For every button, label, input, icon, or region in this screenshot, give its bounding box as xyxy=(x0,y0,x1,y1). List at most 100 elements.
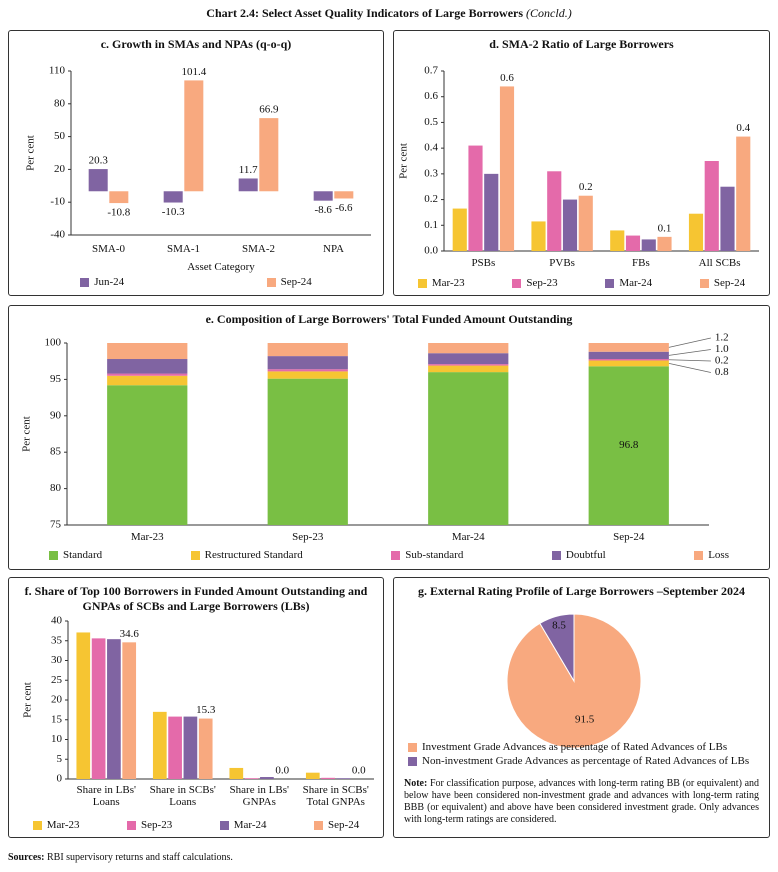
bar-segment xyxy=(428,343,509,354)
data-label: -8.6 xyxy=(314,204,332,216)
bar xyxy=(107,639,121,779)
chart: 0.0 0.1 0.2 0.3 0.4 0.5 0.6 0.7 Per cent 0.6 0.2 0.… xyxy=(398,65,759,257)
y-axis-label: Per cent xyxy=(25,135,37,171)
y-tick-label: 75 xyxy=(50,519,62,531)
y-tick-label: 0.4 xyxy=(424,142,438,154)
data-label: 101.4 xyxy=(181,66,206,78)
sources-label: Sources: xyxy=(8,852,45,863)
chart: -40 -10 20 50 80 110 Per cent 20.3 -10.3 11.7 -8.6… xyxy=(25,65,371,241)
legend-item: Sep-23 xyxy=(127,818,172,832)
legend-swatch xyxy=(694,550,704,560)
panel: g. External Rating Profile of Large Borr… xyxy=(393,577,770,838)
y-tick-label: 15 xyxy=(51,713,63,725)
bar xyxy=(736,136,751,251)
legend-swatch xyxy=(512,278,522,288)
y-tick-label: 5 xyxy=(57,753,63,765)
bar-segment xyxy=(428,364,509,366)
legend-item: Sep-24 xyxy=(699,276,745,290)
leader-line xyxy=(668,337,711,348)
bar xyxy=(578,195,593,251)
legend-swatch xyxy=(219,820,229,830)
legend-item: Mar-24 xyxy=(219,818,267,832)
legend-item: Loss xyxy=(694,548,729,562)
data-label: 0.0 xyxy=(275,765,289,777)
y-tick-label: 20 xyxy=(51,694,63,706)
bar xyxy=(238,178,258,192)
bar-segment xyxy=(588,351,669,360)
bar xyxy=(198,718,213,779)
data-label: 91.5 xyxy=(575,713,595,725)
x-tick-label: Share in LBs' GNPAs xyxy=(229,784,289,808)
x-tick-label: Share in LBs' Loans xyxy=(76,784,136,808)
data-label: 66.9 xyxy=(259,104,279,116)
data-label: 0.4 xyxy=(736,122,750,134)
legend-swatch xyxy=(314,820,324,830)
legend-label: Mar-23 xyxy=(431,277,465,289)
note-text: For classification purpose, advances wit… xyxy=(404,778,760,825)
bar-segment xyxy=(428,372,509,525)
data-label: 20.3 xyxy=(89,155,109,167)
bar xyxy=(484,173,499,251)
x-tick-label: FBs xyxy=(632,257,650,269)
y-tick-label: 0.2 xyxy=(424,193,438,205)
x-tick-label: Share in SCBs' Loans xyxy=(149,784,216,808)
legend-item: Standard xyxy=(49,548,102,562)
bar xyxy=(244,778,259,779)
x-tick-label: SMA-0 xyxy=(91,243,125,255)
bar-segment xyxy=(107,343,188,360)
bar-segment xyxy=(588,366,669,525)
y-tick-label: 0.0 xyxy=(424,245,438,257)
bar-segment xyxy=(107,385,188,525)
legend-item: Sep-23 xyxy=(512,276,558,290)
title-text: Chart 2.4: Select Asset Quality Indicato… xyxy=(206,6,524,20)
legend-swatch xyxy=(49,550,58,560)
y-tick-label: 0 xyxy=(57,773,63,785)
legend-label: Sub-standard xyxy=(405,549,464,561)
y-tick-label: 10 xyxy=(51,733,63,745)
legend-item: Mar-24 xyxy=(605,276,652,290)
bar xyxy=(547,171,562,251)
y-tick-label: 80 xyxy=(54,97,66,109)
y-tick-label: 85 xyxy=(50,446,62,458)
chart: 75 80 85 90 95 100 Per cent 96.8 0.80.21.01.2 xyxy=(21,332,730,531)
x-axis-label: Asset Category xyxy=(187,261,255,273)
y-tick-label: 0.6 xyxy=(424,90,438,102)
bar-segment xyxy=(267,371,348,379)
bar xyxy=(163,191,183,203)
title-note: (Concld.) xyxy=(526,6,572,20)
legend-item: Jun-24 xyxy=(80,275,124,289)
y-tick-label: 20 xyxy=(54,163,66,175)
bar-segment xyxy=(267,378,348,525)
legend: Jun-24 Sep-24 xyxy=(9,275,383,289)
legend-item: Mar-23 xyxy=(417,276,465,290)
bar-segment xyxy=(428,353,509,365)
bar-segment xyxy=(267,369,348,372)
bar xyxy=(641,239,656,251)
legend-swatch xyxy=(32,820,42,830)
y-tick-label: 100 xyxy=(45,337,62,349)
data-label: 0.2 xyxy=(715,355,729,367)
bar xyxy=(625,235,641,251)
note: Note: For classification purpose, advanc… xyxy=(404,778,759,826)
y-tick-label: -10 xyxy=(50,196,65,208)
panel: d. SMA-2 Ratio of Large Borrowers 0.0 0.1 0… xyxy=(393,30,770,296)
x-tick-label: PVBs xyxy=(549,257,575,269)
main-title: Chart 2.4: Select Asset Quality Indicato… xyxy=(0,6,778,21)
legend-label: Sep-23 xyxy=(141,819,173,831)
data-label: 0.8 xyxy=(715,366,729,378)
legend-label: Standard xyxy=(63,549,103,561)
x-tick-label: Mar-23 xyxy=(130,531,164,543)
data-label: 11.7 xyxy=(239,164,258,176)
data-label: 0.1 xyxy=(658,222,672,234)
bar xyxy=(88,169,108,192)
bar-segment xyxy=(107,359,188,374)
data-label: 0.2 xyxy=(579,181,593,193)
bar xyxy=(499,86,515,251)
bar xyxy=(168,716,182,779)
y-axis-label: Per cent xyxy=(21,416,33,452)
bar xyxy=(562,199,578,251)
bar xyxy=(321,777,335,779)
legend-item: Restructured Standard xyxy=(190,548,303,562)
data-label: 15.3 xyxy=(196,704,216,716)
panel: e. Composition of Large Borrowers' Total… xyxy=(8,305,770,570)
